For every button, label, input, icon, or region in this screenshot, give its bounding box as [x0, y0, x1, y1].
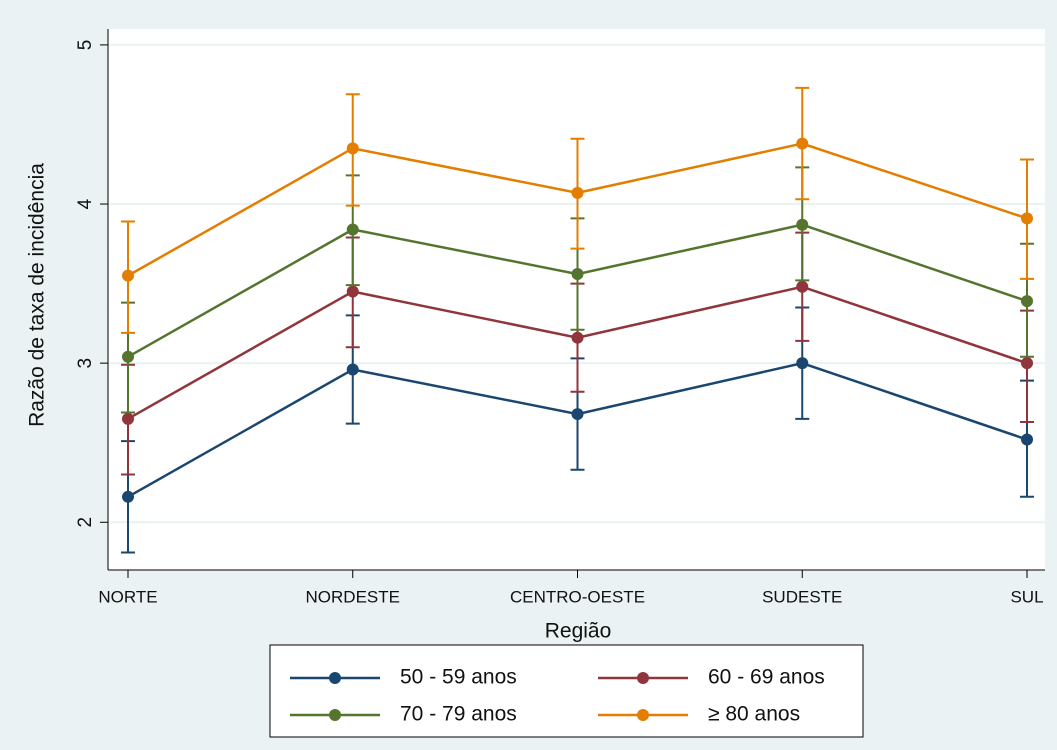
point — [796, 218, 809, 231]
x-tick-label: NORTE — [98, 587, 157, 606]
y-tick-label: 2 — [75, 517, 96, 528]
legend-marker — [329, 672, 341, 684]
point — [796, 280, 809, 293]
point — [122, 412, 134, 425]
x-tick-label: SUL — [1010, 587, 1043, 606]
point — [571, 408, 584, 421]
point — [1021, 357, 1033, 370]
y-axis-title: Razão de taxa de incidência — [26, 163, 49, 427]
point — [122, 350, 134, 363]
point — [346, 363, 359, 376]
y-tick-label: 4 — [75, 198, 96, 209]
legend-label: 70 - 79 anos — [400, 703, 517, 726]
legend — [269, 644, 864, 738]
point — [346, 142, 359, 155]
x-axis-title: Região — [545, 620, 612, 643]
x-tick-label: CENTRO-OESTE — [510, 587, 645, 606]
point — [122, 269, 134, 282]
point — [1021, 212, 1033, 225]
legend-marker — [637, 709, 649, 721]
x-tick-label: NORDESTE — [306, 587, 400, 606]
y-tick-label: 3 — [75, 358, 96, 369]
point — [346, 285, 359, 298]
point — [1021, 433, 1033, 446]
legend-label: ≥ 80 anos — [708, 703, 800, 726]
point — [122, 490, 134, 503]
point — [346, 223, 359, 236]
legend-marker — [329, 709, 341, 721]
point — [571, 186, 584, 199]
legend-marker — [637, 672, 649, 684]
point — [571, 268, 584, 281]
point — [796, 137, 809, 150]
legend-label: 50 - 59 anos — [400, 666, 517, 689]
x-tick-label: SUDESTE — [762, 587, 842, 606]
y-tick-label: 5 — [75, 40, 96, 51]
point — [571, 331, 584, 344]
point — [1021, 295, 1033, 308]
legend-label: 60 - 69 anos — [708, 666, 825, 689]
point — [796, 357, 809, 370]
